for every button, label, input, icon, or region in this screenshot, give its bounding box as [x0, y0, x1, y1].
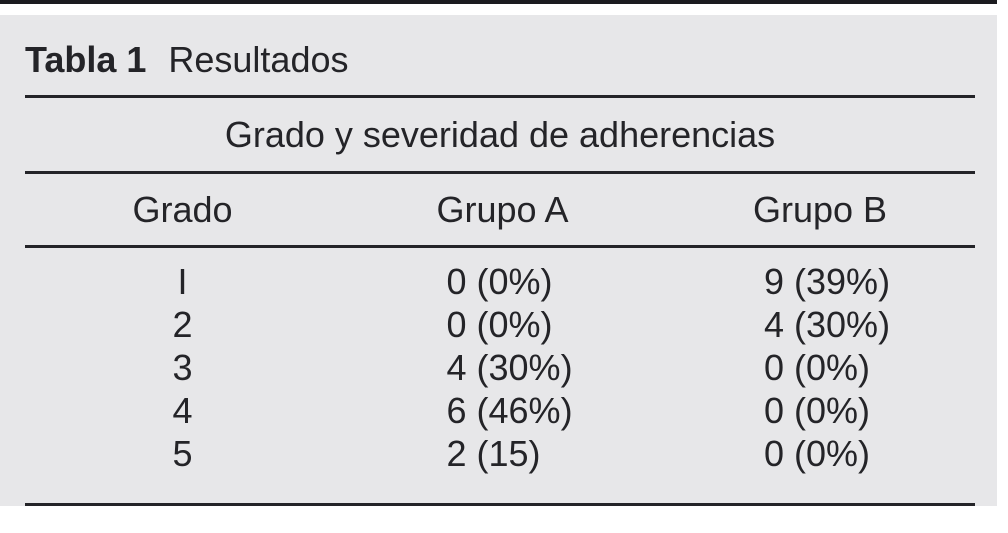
table-row: 3 4 (30%) 0 (0%) — [25, 346, 975, 389]
cell-grupo-a: 2 (15) — [446, 433, 541, 474]
cell-grupo-b: 0 (0%) — [764, 347, 871, 388]
horizontal-rule-top — [25, 95, 975, 98]
table-row: 5 2 (15) 0 (0%) — [25, 432, 975, 475]
cell-grado: 2 — [172, 304, 193, 345]
cell-grupo-b: 9 (39%) — [764, 261, 891, 302]
table-caption: Tabla 1 Resultados — [25, 40, 997, 80]
table-row: I 0 (0%) 9 (39%) — [25, 260, 975, 303]
table-row: 4 6 (46%) 0 (0%) — [25, 389, 975, 432]
cell-grupo-a: 0 (0%) — [446, 304, 553, 345]
top-border-bar — [0, 0, 997, 4]
cell-grupo-a: 6 (46%) — [446, 390, 573, 431]
table-card: Tabla 1 Resultados Grado y severidad de a… — [0, 15, 997, 506]
table-spanning-header: Grado y severidad de adherencias — [25, 98, 975, 171]
horizontal-rule-under-column-headers — [25, 245, 975, 248]
cell-grupo-b: 0 (0%) — [764, 390, 871, 431]
cell-grado: 5 — [172, 433, 193, 474]
cell-grupo-b: 4 (30%) — [764, 304, 891, 345]
cell-grado: 4 — [172, 390, 193, 431]
column-header-grupo-b: Grupo B — [752, 188, 888, 230]
cell-grupo-b: 0 (0%) — [764, 433, 871, 474]
column-header-row: Grado Grupo A Grupo B — [25, 174, 975, 245]
column-header-grado: Grado — [132, 188, 233, 230]
table-row: 2 0 (0%) 4 (30%) — [25, 303, 975, 346]
table-body: I 0 (0%) 9 (39%) 2 0 (0%) 4 (30%) 3 4 (3… — [25, 248, 975, 503]
cell-grupo-a: 4 (30%) — [446, 347, 573, 388]
cell-grado: 3 — [172, 347, 193, 388]
table-caption-text: Resultados — [168, 39, 349, 80]
table-number-label: Tabla 1 — [25, 39, 147, 80]
horizontal-rule-bottom — [25, 503, 975, 506]
cell-grado: I — [177, 261, 188, 302]
horizontal-rule-under-spanning-header — [25, 171, 975, 174]
cell-grupo-a: 0 (0%) — [446, 261, 553, 302]
spanning-header-text: Grado y severidad de adherencias — [224, 113, 776, 155]
column-header-grupo-a: Grupo A — [436, 188, 569, 230]
